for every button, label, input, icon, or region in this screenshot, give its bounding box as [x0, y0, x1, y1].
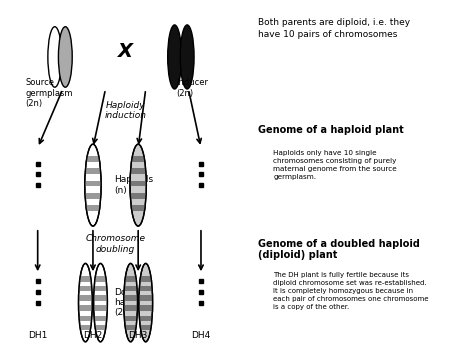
Bar — [94, 286, 107, 291]
Bar — [95, 276, 106, 282]
Bar — [130, 180, 146, 186]
Ellipse shape — [130, 144, 146, 226]
Text: DH1: DH1 — [28, 331, 47, 340]
Text: Genome of a haploid plant: Genome of a haploid plant — [258, 125, 404, 135]
Bar — [94, 315, 107, 321]
Bar — [124, 295, 137, 300]
Text: The DH plant is fully fertile because its
diploid chromosome set was re-establis: The DH plant is fully fertile because it… — [273, 272, 429, 310]
Bar — [94, 295, 107, 300]
Bar — [140, 325, 151, 330]
Ellipse shape — [58, 27, 72, 87]
Text: DH2: DH2 — [83, 331, 102, 340]
Bar — [131, 205, 145, 211]
Ellipse shape — [139, 263, 153, 342]
Bar — [79, 286, 92, 291]
Bar — [124, 315, 137, 321]
Bar — [85, 168, 100, 174]
Bar — [86, 205, 100, 211]
Text: Genome of a doubled haploid
(diploid) plant: Genome of a doubled haploid (diploid) pl… — [258, 239, 420, 260]
Bar — [139, 295, 153, 300]
Text: Chromosome
doubling: Chromosome doubling — [86, 234, 146, 253]
Bar — [139, 305, 153, 311]
Bar — [87, 156, 99, 162]
Bar — [79, 305, 92, 311]
Bar — [125, 276, 136, 282]
Ellipse shape — [48, 27, 62, 87]
Bar — [125, 325, 136, 330]
Bar — [124, 305, 137, 311]
Text: Both parents are diploid, i.e. they
have 10 pairs of chromosomes: Both parents are diploid, i.e. they have… — [258, 18, 410, 38]
Text: DH4: DH4 — [191, 331, 210, 340]
Bar — [132, 156, 145, 162]
Text: Doubled
haploids
(2n): Doubled haploids (2n) — [114, 288, 153, 318]
Bar — [79, 315, 92, 321]
Text: Haploidy
induction: Haploidy induction — [105, 101, 146, 120]
Ellipse shape — [79, 263, 92, 342]
Text: Inducer
(2n): Inducer (2n) — [176, 78, 208, 98]
Bar — [140, 276, 151, 282]
Bar — [85, 180, 101, 186]
Ellipse shape — [85, 144, 101, 226]
Bar — [94, 305, 107, 311]
Text: DH3: DH3 — [128, 331, 148, 340]
Bar — [130, 168, 146, 174]
Bar — [79, 295, 92, 300]
Text: X: X — [118, 42, 133, 61]
Bar — [124, 286, 137, 291]
Ellipse shape — [180, 25, 194, 89]
Bar — [85, 193, 101, 199]
Bar — [80, 325, 91, 330]
Bar — [139, 315, 152, 321]
Bar — [130, 193, 146, 199]
Text: Source
germplasm
(2n): Source germplasm (2n) — [25, 78, 73, 108]
Bar — [139, 286, 152, 291]
Ellipse shape — [124, 263, 137, 342]
Text: Haploids
(n): Haploids (n) — [114, 176, 154, 195]
Text: Haploids only have 10 single
chromosomes consisting of purely
maternal genome fr: Haploids only have 10 single chromosomes… — [273, 150, 397, 179]
Ellipse shape — [168, 25, 182, 89]
Bar — [95, 325, 106, 330]
Bar — [80, 276, 91, 282]
Ellipse shape — [93, 263, 108, 342]
